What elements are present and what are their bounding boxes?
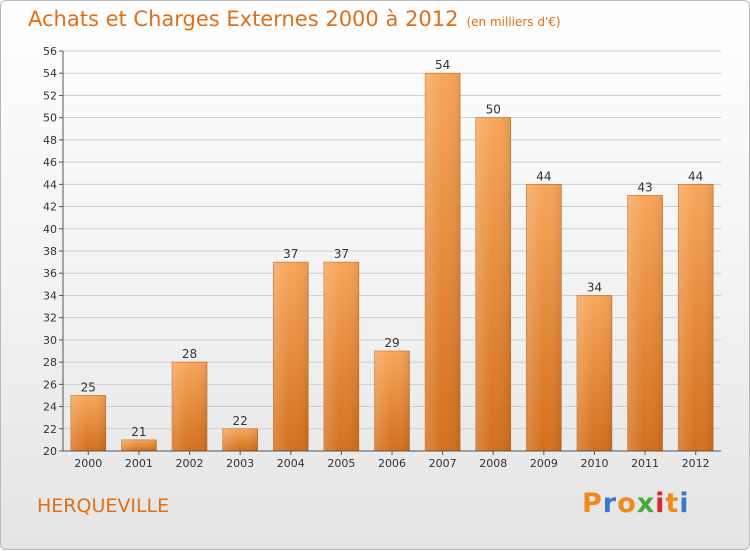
x-tick-label-2003: 2003 [226,457,254,470]
axes: 20 22 24 26 28 30 32 34 36 38 40 42 44 46 48 50 52 54 56 20… [43,45,721,470]
y-tick-label-34: 34 [43,289,57,302]
y-tick-label-56: 56 [43,45,57,58]
bars: 25 21 28 22 37 37 29 54 50 44 34 43 44 [70,58,714,452]
bar-shade-2000 [70,395,106,451]
bar-shade-2007 [425,73,461,451]
value-label-2004: 37 [283,247,298,261]
bar-shade-2011 [627,195,663,451]
y-tick-label-50: 50 [43,112,57,125]
x-tick-label-2002: 2002 [176,457,204,470]
x-tick-label-2005: 2005 [327,457,355,470]
logo-letter: t [665,488,680,519]
y-tick-label-28: 28 [43,356,57,369]
chart-title: Achats et Charges Externes 2000 à 2012 (e… [28,7,561,31]
value-label-2000: 25 [81,380,96,394]
logo-letter: i [655,488,666,519]
x-tick-label-2001: 2001 [125,457,153,470]
x-tick-label-2000: 2000 [74,457,102,470]
logo-letter: P [582,488,603,519]
y-tick-label-54: 54 [43,67,57,80]
value-label-2012: 44 [688,169,703,183]
y-tick-label-36: 36 [43,267,57,280]
commune-name: HERQUEVILLE [37,495,170,517]
x-tick-label-2012: 2012 [682,457,710,470]
x-tick-label-2011: 2011 [631,457,659,470]
bar-shade-2008 [475,117,511,452]
bar-shade-2003 [222,428,258,451]
value-label-2008: 50 [486,103,501,117]
value-label-2009: 44 [536,169,551,183]
x-tick-label-2010: 2010 [580,457,608,470]
y-tick-label-38: 38 [43,245,57,258]
chart-subtitle: (en milliers d'€) [466,15,561,29]
y-tick-label-52: 52 [43,89,57,102]
bar-shade-2012 [678,184,714,452]
y-tick-label-48: 48 [43,134,57,147]
value-label-2006: 29 [384,336,399,350]
bar-shade-2001 [121,439,157,451]
proxiti-logo: Proxiti [582,488,690,519]
bar-shade-2005 [323,262,359,451]
y-tick-label-40: 40 [43,223,57,236]
logo-letter: o [617,488,637,519]
y-tick-label-22: 22 [43,423,57,436]
x-tick-label-2009: 2009 [530,457,558,470]
y-tick-label-46: 46 [43,156,57,169]
y-tick-label-44: 44 [43,178,57,191]
x-tick-label-2004: 2004 [277,457,305,470]
value-label-2010: 34 [587,280,602,294]
value-label-2011: 43 [637,180,652,194]
y-tick-label-30: 30 [43,334,57,347]
bar-shade-2006 [374,351,410,451]
x-tick-label-2008: 2008 [479,457,507,470]
y-tick-label-26: 26 [43,378,57,391]
y-tick-label-32: 32 [43,312,57,325]
x-tick-label-2007: 2007 [429,457,457,470]
bar-shade-2009 [526,184,562,452]
logo-letter: i [679,488,690,519]
value-label-2007: 54 [435,58,450,72]
value-label-2002: 28 [182,347,197,361]
y-tick-label-24: 24 [43,401,57,414]
y-tick-label-20: 20 [43,445,57,458]
bar-shade-2004 [273,262,309,451]
y-tick-label-42: 42 [43,201,57,214]
bar-shade-2010 [576,295,612,451]
value-label-2005: 37 [334,247,349,261]
logo-letter: x [636,488,656,519]
bar-shade-2002 [172,362,208,451]
value-label-2003: 22 [233,414,248,428]
x-tick-label-2006: 2006 [378,457,406,470]
value-label-2001: 21 [131,425,146,439]
logo-letter: r [602,488,618,519]
chart-title-text: Achats et Charges Externes 2000 à 2012 [28,7,459,31]
